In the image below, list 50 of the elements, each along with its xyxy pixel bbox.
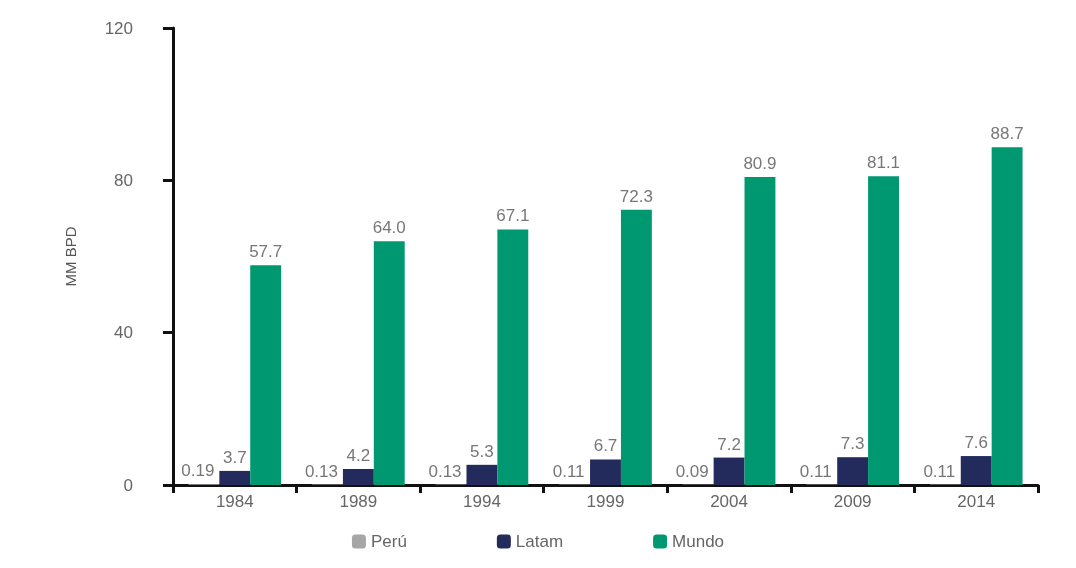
x-tick-label: 2009 bbox=[833, 492, 872, 511]
y-tick-label: 120 bbox=[104, 18, 133, 38]
data-label: 64.0 bbox=[372, 218, 406, 238]
bar bbox=[837, 457, 869, 485]
data-label: 4.2 bbox=[346, 446, 371, 466]
bar bbox=[868, 176, 899, 485]
data-label: 57.7 bbox=[249, 242, 283, 262]
x-tick-label: 2014 bbox=[957, 492, 996, 511]
bar bbox=[466, 464, 498, 485]
bar bbox=[342, 469, 374, 485]
data-label: 80.9 bbox=[743, 153, 777, 173]
bar bbox=[713, 457, 745, 485]
bar bbox=[620, 209, 652, 485]
data-label: 0.09 bbox=[675, 461, 709, 481]
data-label: 67.1 bbox=[496, 206, 530, 226]
legend-label: Latam bbox=[515, 532, 564, 551]
data-label: 6.7 bbox=[593, 436, 618, 456]
legend-label: Perú bbox=[370, 532, 407, 551]
data-label: 0.11 bbox=[799, 461, 832, 481]
bar bbox=[744, 176, 776, 485]
x-tick-label: 1994 bbox=[463, 492, 501, 511]
bar bbox=[497, 229, 529, 485]
x-tick-label: 1984 bbox=[215, 492, 254, 511]
x-tick-label: 1989 bbox=[339, 492, 378, 511]
data-label: 0.11 bbox=[923, 461, 956, 481]
data-label: 0.13 bbox=[304, 461, 339, 481]
data-label: 0.11 bbox=[552, 461, 585, 481]
x-tick-label: 1999 bbox=[586, 492, 625, 511]
bar bbox=[590, 459, 621, 485]
y-tick-label: 80 bbox=[114, 170, 133, 190]
data-label: 81.1 bbox=[866, 153, 901, 173]
data-label: 7.6 bbox=[964, 433, 989, 453]
bar bbox=[250, 265, 282, 485]
y-axis-title: MM BPD bbox=[62, 226, 79, 287]
bar bbox=[219, 470, 251, 485]
x-tick-label: 2004 bbox=[710, 492, 748, 511]
data-label: 5.3 bbox=[470, 441, 494, 461]
y-tick-label: 40 bbox=[114, 323, 133, 343]
data-label: 7.2 bbox=[717, 434, 741, 454]
y-tick-label: 0 bbox=[123, 475, 133, 495]
data-label: 0.19 bbox=[181, 461, 215, 481]
bar bbox=[991, 147, 1023, 485]
data-label: 7.3 bbox=[840, 434, 865, 454]
data-label: 88.7 bbox=[990, 124, 1024, 144]
bar bbox=[960, 456, 992, 485]
legend-label: Mundo bbox=[672, 532, 725, 551]
data-label: 72.3 bbox=[619, 186, 653, 206]
data-label: 3.7 bbox=[222, 447, 247, 467]
data-label: 0.13 bbox=[428, 461, 462, 481]
bar bbox=[373, 241, 405, 485]
